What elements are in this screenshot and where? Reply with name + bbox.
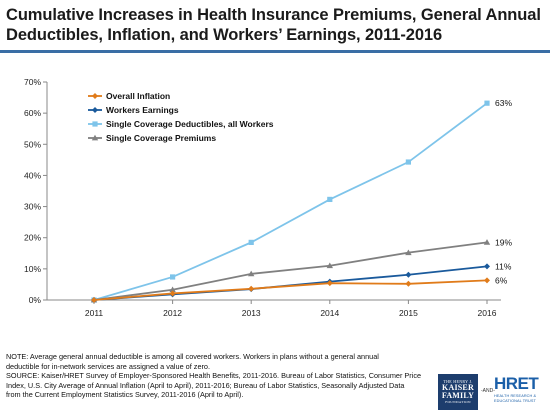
chart-axes: 0% 10% 20% 30% 40% 50% 60% 70% 2011 2012 2013 2014 2… — [24, 77, 501, 318]
series-end-label: 63% — [495, 98, 512, 108]
data-point — [405, 249, 412, 256]
kff-logo-line2: FAMILY — [441, 391, 475, 400]
data-point — [484, 100, 490, 106]
chart-legend: Overall Inflation Workers Earnings Single … — [88, 91, 274, 143]
note-line: NOTE: Average general annual deductible … — [6, 352, 379, 361]
data-point — [169, 286, 176, 293]
data-point — [248, 270, 255, 277]
note-line: Index, U.S. City Average of Annual Infla… — [6, 380, 405, 390]
data-point — [91, 297, 97, 303]
data-point — [327, 196, 333, 203]
kff-logo-foundation: FOUNDATION — [445, 400, 471, 404]
line-chart: 0% 10% 20% 30% 40% 50% 60% 70% 2011 2012 2013 2014 2… — [24, 77, 512, 318]
legend-entry: Workers Earnings — [88, 105, 179, 115]
chart-notes: NOTE: Average general annual deductible … — [6, 352, 426, 400]
data-point — [92, 93, 98, 99]
data-point — [405, 271, 412, 278]
hret-logo-sub2: EDUCATIONAL TRUST — [494, 398, 536, 403]
series-end-label: 19% — [495, 237, 512, 247]
data-point — [91, 134, 99, 141]
hret-logo-main: HRET — [494, 374, 539, 393]
data-point — [405, 159, 411, 165]
x-tick-label: 2016 — [478, 308, 497, 318]
series-line — [93, 102, 488, 301]
y-tick-label: 40% — [24, 170, 41, 180]
series-line — [93, 241, 488, 301]
x-tick-label: 2011 — [85, 308, 104, 318]
note-line: from the Current Employment Statistics S… — [6, 390, 244, 400]
chart-title: Cumulative Increases in Health Insurance… — [6, 6, 541, 44]
series-3: 19% — [90, 237, 512, 303]
hret-logo: HRET HEALTH RESEARCH & EDUCATIONAL TRUST — [494, 374, 550, 412]
data-point — [484, 263, 490, 270]
legend-label: Single Coverage Deductibles, all Workers — [106, 119, 274, 129]
data-point — [248, 285, 255, 292]
data-point — [248, 239, 254, 245]
legend-entry: Overall Inflation — [88, 91, 170, 101]
legend-label: Single Coverage Premiums — [106, 133, 216, 143]
note-line: SOURCE: Kaiser/HRET Survey of Employer-S… — [6, 371, 422, 381]
data-point — [326, 262, 333, 269]
legend-label: Overall Inflation — [106, 91, 170, 101]
legend-entry: Single Coverage Deductibles, all Workers — [88, 119, 274, 129]
x-tick-label: 2014 — [320, 308, 339, 318]
data-point — [169, 290, 176, 297]
kff-logo-the: THE HENRY J. — [443, 379, 473, 384]
hret-logo-sub1: HEALTH RESEARCH & — [494, 394, 537, 398]
logos: THE HENRY J. KAISER FAMILY FOUNDATION -A… — [438, 374, 550, 412]
data-point — [170, 274, 176, 280]
note-line: deductible for in-network services are a… — [6, 361, 211, 371]
y-tick-label: 20% — [24, 233, 41, 243]
y-tick-label: 50% — [24, 139, 41, 149]
y-tick-label: 0% — [29, 295, 42, 305]
data-point — [484, 277, 490, 284]
legend-entry: Single Coverage Premiums — [88, 133, 216, 143]
y-tick-label: 70% — [24, 77, 41, 87]
y-tick-label: 30% — [24, 202, 41, 212]
series-end-label: 11% — [495, 261, 512, 271]
series-end-label: 6% — [495, 275, 508, 285]
data-point — [326, 280, 333, 287]
data-point — [92, 121, 98, 127]
data-point — [405, 280, 412, 287]
x-tick-label: 2012 — [163, 308, 182, 318]
title-divider — [0, 50, 550, 53]
legend-label: Workers Earnings — [106, 105, 179, 115]
series-line — [93, 279, 488, 301]
kff-logo: THE HENRY J. KAISER FAMILY FOUNDATION — [438, 374, 478, 410]
chart-series: 63% 19% 11% 6% — [90, 98, 512, 303]
series-2: 63% — [91, 98, 512, 303]
logo-and-text: -AND- — [481, 388, 495, 394]
data-point — [483, 239, 491, 245]
x-tick-label: 2015 — [399, 308, 418, 318]
y-tick-label: 10% — [24, 264, 41, 274]
series-0: 6% — [91, 275, 508, 303]
kff-logo-line1: KAISER — [442, 383, 474, 392]
y-tick-label: 60% — [24, 108, 41, 118]
x-tick-label: 2013 — [242, 308, 261, 318]
data-point — [92, 107, 98, 113]
